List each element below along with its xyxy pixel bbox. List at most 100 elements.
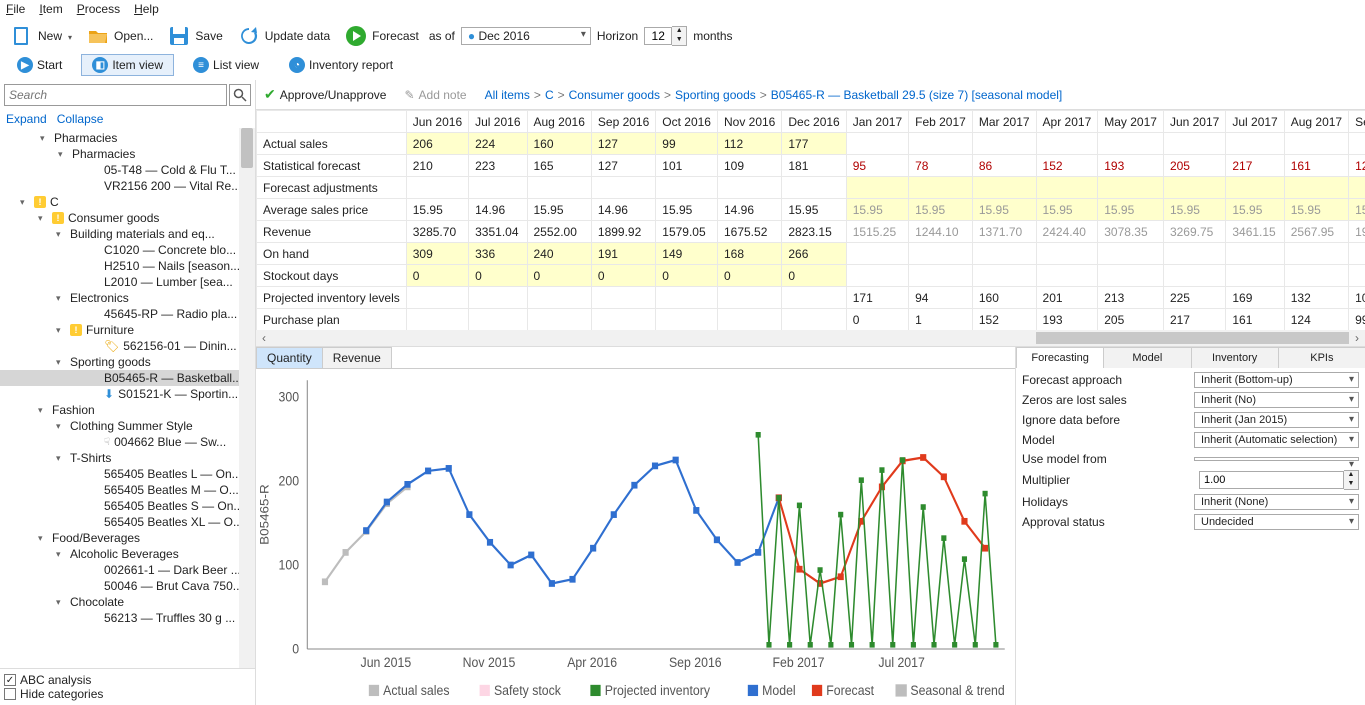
grid-cell[interactable]: 1371.70	[972, 221, 1036, 243]
period-dropdown[interactable]: ● Dec 2016	[461, 27, 591, 45]
grid-cell[interactable]	[1098, 133, 1164, 155]
grid-cell[interactable]: 15.95	[1163, 199, 1225, 221]
grid-cell[interactable]	[1163, 177, 1225, 199]
grid-cell[interactable]	[1036, 243, 1098, 265]
add-note-button[interactable]: ✎Add note	[404, 88, 466, 102]
grid-cell[interactable]	[909, 133, 973, 155]
tree-node[interactable]: ☟004662 Blue — Sw...	[0, 434, 255, 450]
grid-cell[interactable]: 15.95	[846, 199, 908, 221]
property-dropdown[interactable]: Inherit (No)	[1194, 392, 1359, 408]
side-tab[interactable]: Model	[1103, 347, 1191, 368]
property-dropdown[interactable]: Inherit (None)	[1194, 494, 1359, 510]
property-dropdown[interactable]	[1194, 457, 1359, 461]
breadcrumb-link[interactable]: Consumer goods	[569, 88, 660, 102]
property-dropdown[interactable]: Inherit (Automatic selection)	[1194, 432, 1359, 448]
tab-start[interactable]: ▶Start	[6, 54, 73, 76]
grid-cell[interactable]	[591, 177, 655, 199]
grid-cell[interactable]: 3078.35	[1098, 221, 1164, 243]
grid-cell[interactable]: 3269.75	[1163, 221, 1225, 243]
property-input[interactable]	[1199, 471, 1344, 489]
tree-node[interactable]: ▾Pharmacies	[0, 130, 255, 146]
grid-cell[interactable]	[1098, 177, 1164, 199]
grid-cell[interactable]: 217	[1226, 155, 1284, 177]
grid-cell[interactable]: 99	[1349, 309, 1365, 331]
property-spinner[interactable]: ▲▼	[1199, 470, 1359, 490]
grid-cell[interactable]: 101	[656, 155, 718, 177]
collapse-all[interactable]: Collapse	[57, 112, 104, 126]
grid-cell[interactable]	[972, 177, 1036, 199]
grid-cell[interactable]: 15.95	[972, 199, 1036, 221]
grid-cell[interactable]	[846, 265, 908, 287]
grid-cell[interactable]: 201	[1036, 287, 1098, 309]
grid-cell[interactable]: 0	[717, 265, 781, 287]
grid-cell[interactable]: 0	[527, 265, 591, 287]
menu-process[interactable]: Process	[77, 2, 120, 16]
grid-cell[interactable]: 191	[591, 243, 655, 265]
search-button[interactable]	[229, 84, 251, 106]
grid-cell[interactable]: 3285.70	[406, 221, 468, 243]
grid-cell[interactable]	[782, 287, 846, 309]
horizon-up[interactable]: ▲	[672, 27, 686, 36]
property-dropdown[interactable]: Inherit (Jan 2015)	[1194, 412, 1359, 428]
grid-cell[interactable]: 160	[527, 133, 591, 155]
grid-cell[interactable]: 266	[782, 243, 846, 265]
grid-cell[interactable]: 169	[1226, 287, 1284, 309]
grid-cell[interactable]: 223	[469, 155, 527, 177]
scroll-thumb[interactable]	[1036, 332, 1365, 344]
tree-node[interactable]: 🏷562156-01 — Dinin...	[0, 338, 255, 354]
grid-cell[interactable]: 109	[717, 155, 781, 177]
grid-cell[interactable]: 217	[1163, 309, 1225, 331]
grid-cell[interactable]: 127	[591, 155, 655, 177]
tree-node[interactable]: ▾Pharmacies	[0, 146, 255, 162]
tree-scrollbar[interactable]	[239, 128, 255, 668]
search-input[interactable]	[4, 84, 227, 106]
grid-cell[interactable]: 3461.15	[1226, 221, 1284, 243]
grid-cell[interactable]	[591, 309, 655, 331]
tree-node[interactable]: H2510 — Nails [season...	[0, 258, 255, 274]
grid-cell[interactable]: 210	[406, 155, 468, 177]
grid-cell[interactable]: 213	[1098, 287, 1164, 309]
grid-cell[interactable]	[782, 309, 846, 331]
grid-cell[interactable]: 78	[909, 155, 973, 177]
grid-cell[interactable]: 224	[469, 133, 527, 155]
grid-cell[interactable]	[406, 287, 468, 309]
grid-cell[interactable]: 15.95	[406, 199, 468, 221]
grid-cell[interactable]	[1163, 265, 1225, 287]
grid-cell[interactable]: 94	[909, 287, 973, 309]
grid-cell[interactable]: 2552.00	[527, 221, 591, 243]
grid-cell[interactable]	[909, 265, 973, 287]
expand-all[interactable]: Expand	[6, 112, 47, 126]
grid-cell[interactable]: 1515.25	[846, 221, 908, 243]
grid-cell[interactable]: 206	[406, 133, 468, 155]
grid-cell[interactable]	[972, 133, 1036, 155]
tree-node[interactable]: 56213 — Truffles 30 g ...	[0, 610, 255, 626]
grid-cell[interactable]: 95	[846, 155, 908, 177]
tab-item-view[interactable]: ◧Item view	[81, 54, 174, 76]
grid-cell[interactable]: 1675.52	[717, 221, 781, 243]
grid-cell[interactable]: 171	[846, 287, 908, 309]
grid-cell[interactable]: 15.95	[527, 199, 591, 221]
horizon-spinner[interactable]: ▲▼	[644, 26, 687, 46]
side-tab[interactable]: Inventory	[1191, 347, 1279, 368]
tree-node[interactable]: 45645-RP — Radio pla...	[0, 306, 255, 322]
tree-node[interactable]: ▾T-Shirts	[0, 450, 255, 466]
grid-cell[interactable]	[469, 309, 527, 331]
abc-checkbox[interactable]: ✓ABC analysis	[4, 673, 251, 687]
grid-cell[interactable]: 1579.05	[656, 221, 718, 243]
grid-cell[interactable]: 0	[591, 265, 655, 287]
grid-cell[interactable]: 2823.15	[782, 221, 846, 243]
grid-cell[interactable]: 14.96	[469, 199, 527, 221]
scroll-right[interactable]: ›	[1349, 330, 1365, 346]
new-button[interactable]: New	[6, 22, 76, 50]
grid-cell[interactable]	[469, 177, 527, 199]
grid-cell[interactable]: 193	[1098, 155, 1164, 177]
grid-cell[interactable]	[972, 265, 1036, 287]
grid-cell[interactable]: 15.95	[1349, 199, 1365, 221]
grid-cell[interactable]	[717, 177, 781, 199]
grid-cell[interactable]: 240	[527, 243, 591, 265]
grid-cell[interactable]: 15.95	[909, 199, 973, 221]
grid-cell[interactable]: 15.95	[656, 199, 718, 221]
tree-node[interactable]: 565405 Beatles M — O...	[0, 482, 255, 498]
grid-cell[interactable]	[846, 177, 908, 199]
grid-cell[interactable]	[972, 243, 1036, 265]
